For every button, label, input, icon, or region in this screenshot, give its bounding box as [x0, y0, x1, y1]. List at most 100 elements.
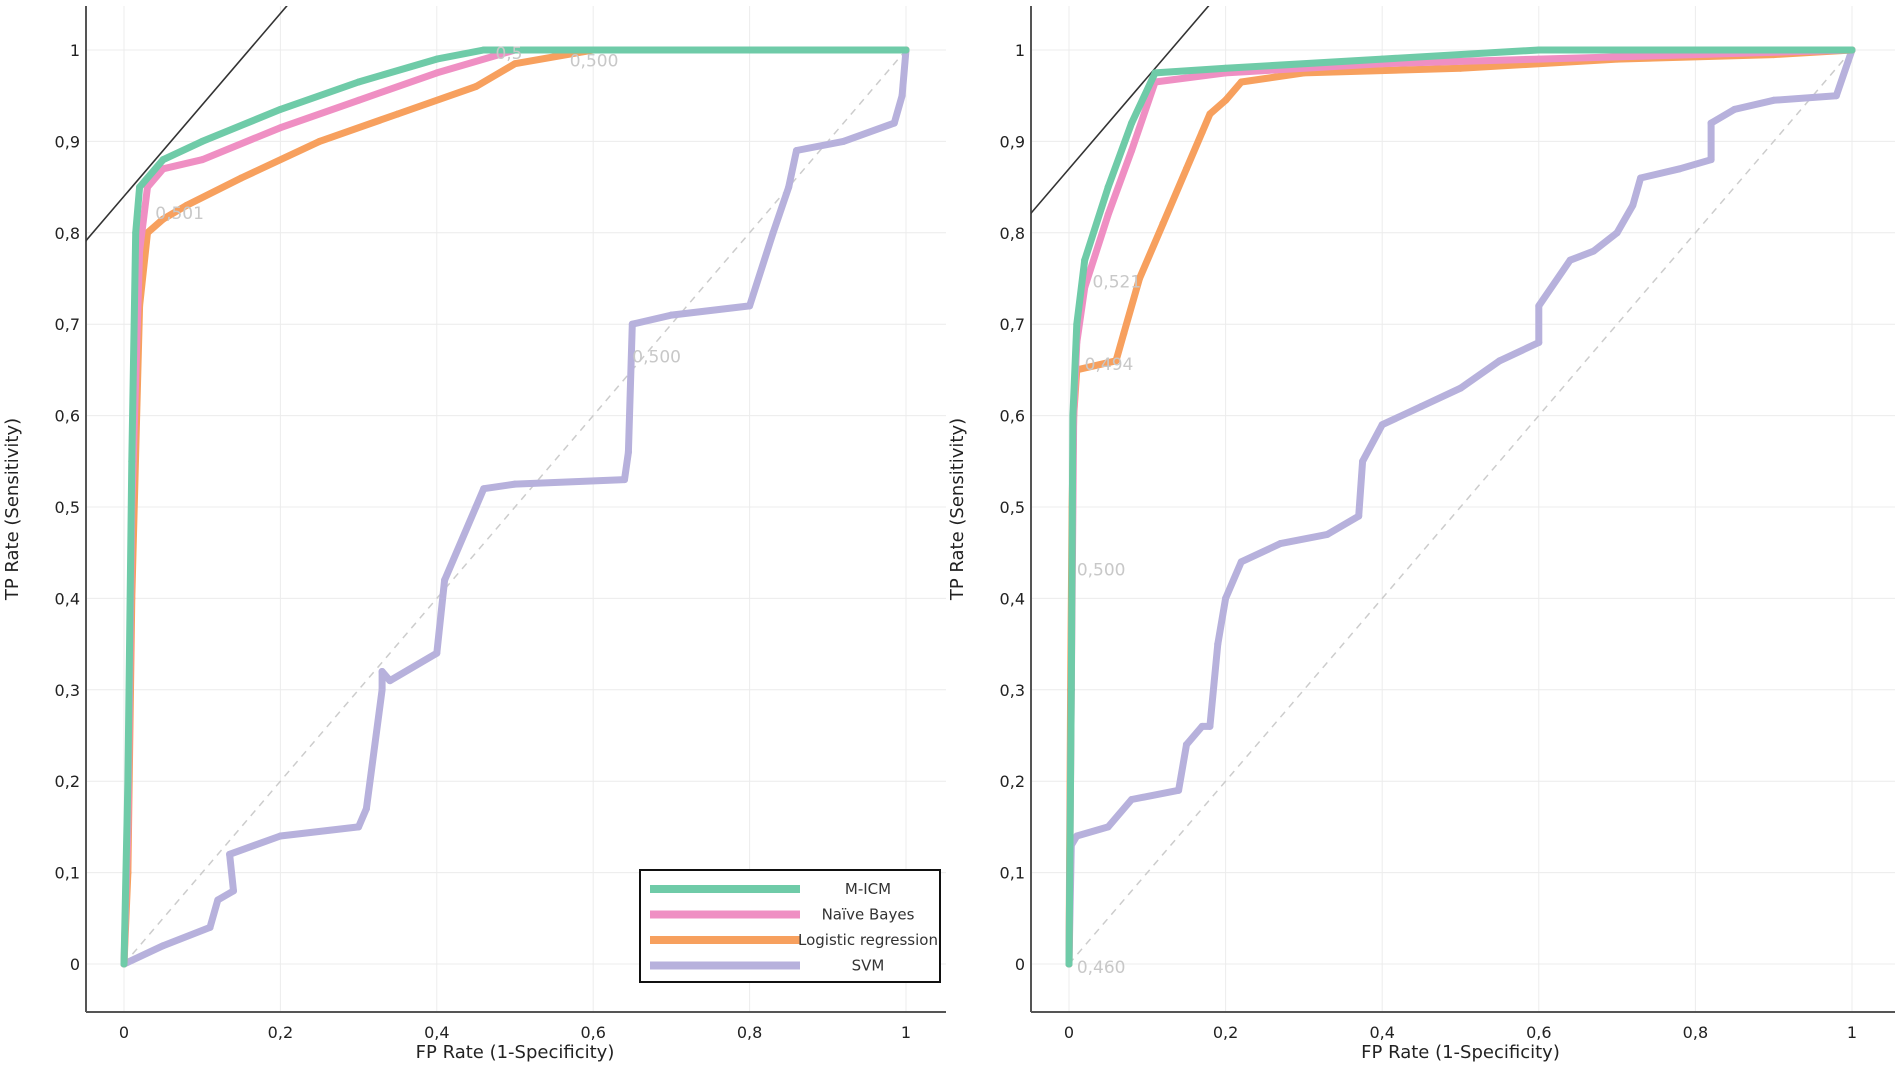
- series-point-svm: [1417, 402, 1425, 410]
- series-point-svm: [1182, 741, 1190, 749]
- series-point-logistic: [183, 201, 191, 209]
- series-point-naive-bayes: [433, 69, 441, 77]
- x-tick-label: 0,2: [268, 1023, 293, 1042]
- series-point-svm: [1731, 105, 1739, 113]
- series-point-micm: [198, 137, 206, 145]
- series-point-svm: [1496, 357, 1504, 365]
- series-point-logistic: [472, 83, 480, 91]
- series-point-logistic: [511, 60, 519, 68]
- series-point-micm: [1065, 960, 1073, 968]
- series-point-naive-bayes: [276, 124, 284, 132]
- series-point-micm: [433, 55, 441, 63]
- y-tick-label: 0: [1015, 955, 1025, 974]
- series-point-micm: [159, 156, 167, 164]
- series-point-micm: [480, 46, 488, 54]
- series-point-micm: [902, 46, 910, 54]
- series-point-micm: [1104, 183, 1112, 191]
- series-point-micm: [132, 229, 140, 237]
- x-tick-label: 1: [901, 1023, 911, 1042]
- series-point-svm: [1355, 512, 1363, 520]
- series-point-svm: [1707, 156, 1715, 164]
- series-point-logistic: [159, 215, 167, 223]
- y-tick-label: 0,9: [1000, 132, 1025, 151]
- series-point-svm: [890, 119, 898, 127]
- series-point-micm: [124, 777, 132, 785]
- series-point-micm: [1067, 686, 1075, 694]
- series-point-svm: [159, 942, 167, 950]
- y-tick-label: 0,6: [1000, 407, 1025, 426]
- series-point-logistic: [1159, 220, 1167, 228]
- series-point-micm: [120, 960, 128, 968]
- series-point-svm: [441, 576, 449, 584]
- y-tick-label: 0,1: [55, 864, 80, 883]
- series-point-naive-bayes: [355, 96, 363, 104]
- y-tick-label: 0,3: [55, 681, 80, 700]
- series-point-svm: [362, 805, 370, 813]
- legend-label-logistic: Logistic regression: [798, 931, 938, 949]
- y-tick-label: 0,5: [1000, 498, 1025, 517]
- series-point-svm: [1832, 92, 1840, 100]
- series-point-micm: [1073, 320, 1081, 328]
- x-tick-label: 0,6: [580, 1023, 605, 1042]
- series-point-svm: [276, 832, 284, 840]
- y-tick-label: 0,2: [55, 772, 80, 791]
- tangent-line: [86, 6, 288, 242]
- threshold-label: 0,494: [1085, 355, 1134, 375]
- plot-area: [1031, 6, 1856, 968]
- series-point-svm: [1770, 96, 1778, 104]
- series-point-logistic: [1457, 64, 1464, 72]
- series-point-naive-bayes: [1535, 55, 1543, 63]
- y-tick-label: 0,8: [1000, 224, 1025, 243]
- series-point-svm: [378, 686, 386, 694]
- series-point-logistic: [1182, 165, 1190, 173]
- series-point-logistic: [1222, 96, 1230, 104]
- series-point-svm: [1359, 457, 1367, 465]
- y-tick-label: 0,5: [55, 498, 80, 517]
- y-tick-label: 0,6: [55, 407, 80, 426]
- series-point-svm: [793, 147, 801, 155]
- series-point-logistic: [1237, 78, 1245, 86]
- series-point-svm: [1590, 247, 1598, 255]
- legend-label-micm: M-ICM: [845, 880, 891, 898]
- y-tick-label: 0,7: [55, 315, 80, 334]
- x-tick-label: 0,4: [1369, 1023, 1394, 1042]
- series-point-naive-bayes: [1104, 211, 1112, 219]
- series-point-svm: [1566, 256, 1574, 264]
- x-tick-label: 1: [1847, 1023, 1857, 1042]
- threshold-label: 0,521: [1092, 273, 1141, 293]
- threshold-label: 0,501: [155, 204, 204, 224]
- series-point-logistic: [316, 137, 323, 145]
- threshold-label: 0,500: [1077, 561, 1126, 581]
- series-point-logistic: [394, 110, 402, 118]
- y-tick-label: 0,4: [1000, 589, 1025, 608]
- series-point-svm: [214, 896, 222, 904]
- legend-label-naive-bayes: Naïve Bayes: [822, 906, 915, 924]
- tangent-line: [1031, 6, 1210, 215]
- series-point-micm: [136, 183, 144, 191]
- y-tick-label: 0,3: [1000, 681, 1025, 700]
- y-tick-label: 1: [70, 41, 80, 60]
- series-point-micm: [1128, 119, 1136, 127]
- series-point-svm: [355, 823, 363, 831]
- series-point-svm: [472, 503, 480, 511]
- series-point-svm: [1535, 302, 1543, 310]
- series-point-svm: [1073, 832, 1081, 840]
- series-point-micm: [1848, 46, 1856, 54]
- series-point-svm: [1378, 421, 1386, 429]
- roc-panel-right: 0 0,2 0,4 0,6 0,8 1 0 0,1 0,2 0,3 0,4 0,5 0,6 0,7 0,8 0…: [947, 6, 1895, 1063]
- series-point-svm: [1629, 201, 1637, 209]
- series-point-micm: [276, 105, 284, 113]
- threshold-label: 0,500: [570, 51, 619, 71]
- series-line-micm: [1065, 46, 1856, 968]
- series-point-micm: [1378, 55, 1386, 63]
- roc-panel-left: 0 0,2 0,4 0,6 0,8 1 0 0,1 0,2 0,3 0,4 0,5 0,6 0,7 0,8 0…: [2, 6, 946, 1063]
- series-point-svm: [1613, 229, 1621, 237]
- x-tick-label: 0,4: [424, 1023, 449, 1042]
- x-tick-label: 0,2: [1213, 1023, 1238, 1042]
- x-tick-label: 0,8: [1683, 1023, 1708, 1042]
- legend-label-svm: SVM: [852, 957, 885, 975]
- y-tick-label: 0,1: [1000, 864, 1025, 883]
- series-point-naive-bayes: [1128, 147, 1136, 155]
- series-point-svm: [1676, 165, 1684, 173]
